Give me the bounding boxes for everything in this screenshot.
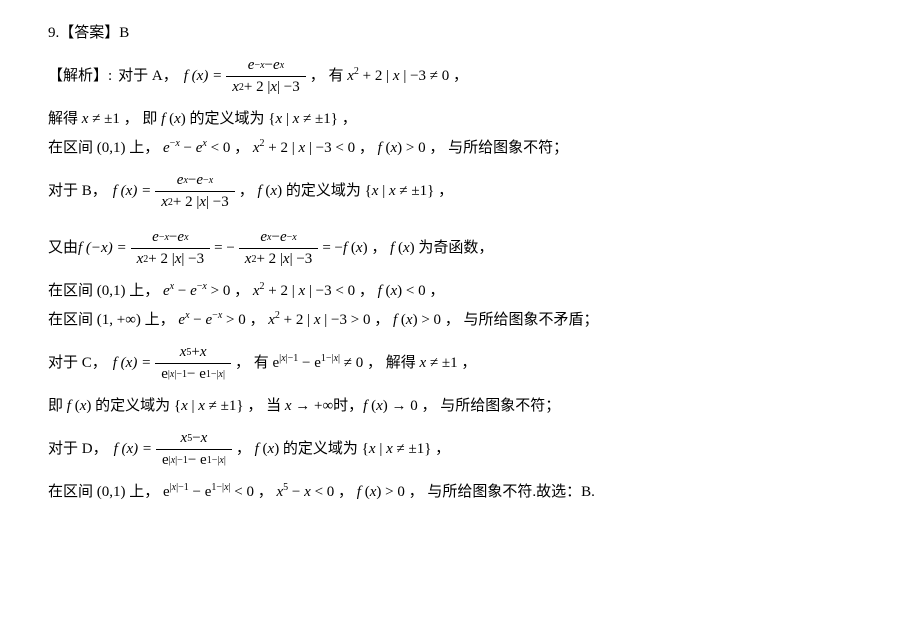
opt-C-label: 对于 C， <box>48 356 107 371</box>
frac-B-neg-right: ex − e−x x2 + 2 | x | −3 <box>239 227 319 270</box>
line-B-int1: 在区间 (0,1) 上， ex − e−x > 0 ， x2 + 2 | x |… <box>48 284 857 299</box>
answer-label: 【答案】 <box>59 26 119 41</box>
solution-page: 9. 【答案】 B 【解析】: 对于 A， f (x) = e−x − ex x… <box>0 0 905 526</box>
line-C2: 即 f (x) 的定义域为 {x | x ≠ ±1} ， 当 x → +∞时，f… <box>48 399 857 414</box>
line-B-odd: 又由 f (−x) = e−x − ex x2 + 2 | x | −3 = −… <box>48 227 857 270</box>
line-D2: 在区间 (0,1) 上， e|x|−1 − e1−|x| < 0 ， x5 − … <box>48 485 857 500</box>
line-A3: 在区间 (0,1) 上， e−x − ex < 0 ， x2 + 2 | x |… <box>48 141 857 156</box>
opt-B-label: 对于 B， <box>48 184 107 199</box>
frac-A: e−x − ex x2 + 2 | x | −3 <box>226 55 306 98</box>
fx-eq: f (x) = <box>184 69 222 84</box>
frac-D: x5 − x e|x|−1 − e1−|x| <box>156 428 232 471</box>
analysis-line-D: 对于 D， f (x) = x5 − x e|x|−1 − e1−|x| ， f… <box>48 428 857 471</box>
answer-line: 9. 【答案】 B <box>48 26 857 41</box>
B-odd-prefix: 又由 <box>48 241 78 256</box>
frac-C: x5 + x e|x|−1 − e1−|x| <box>155 342 231 385</box>
opt-D-label: 对于 D， <box>48 442 108 457</box>
B-int1-text: 在区间 (0,1) 上， ex − e−x > 0 ， x2 + 2 | x |… <box>48 284 444 299</box>
frac-B-neg-left: e−x − ex x2 + 2 | x | −3 <box>131 227 211 270</box>
D-tail: ， f (x) 的定义域为 {x | x ≠ ±1} ， <box>236 442 450 457</box>
C-tail: ， 有 e|x|−1 − e1−|x| ≠ 0 ， 解得 x ≠ ±1 ， <box>235 356 476 371</box>
fnegx-eq: f (−x) = <box>78 241 127 256</box>
frac-B: ex − e−x x2 + 2 | x | −3 <box>155 170 235 213</box>
opt-A-label: 对于 A， <box>118 69 178 84</box>
B-int2-text: 在区间 (1, +∞) 上， ex − e−x > 0 ， x2 + 2 | x… <box>48 313 599 328</box>
line-B-int2: 在区间 (1, +∞) 上， ex − e−x > 0 ， x2 + 2 | x… <box>48 313 857 328</box>
analysis-label: 【解析】: <box>48 69 112 84</box>
question-number: 9. <box>48 26 59 41</box>
fx-eq-D: f (x) = <box>114 442 152 457</box>
A-tail: ， 有 x2 + 2 | x | −3 ≠ 0 ， <box>310 69 468 84</box>
B-odd-mid: = − <box>214 241 235 256</box>
B-odd-tail: = −f (x) ， f (x) 为奇函数， <box>322 241 493 256</box>
line-A2: 解得 x ≠ ±1 ， 即 f (x) 的定义域为 {x | x ≠ ±1} ， <box>48 112 857 127</box>
fx-eq-C: f (x) = <box>113 356 151 371</box>
C-line2-text: 即 f (x) 的定义域为 {x | x ≠ ±1} ， 当 x → +∞时，f… <box>48 399 560 414</box>
answer-value: B <box>119 26 129 41</box>
analysis-line-C: 对于 C， f (x) = x5 + x e|x|−1 − e1−|x| ， 有… <box>48 342 857 385</box>
fx-eq-B: f (x) = <box>113 184 151 199</box>
analysis-line-A: 【解析】: 对于 A， f (x) = e−x − ex x2 + 2 | x … <box>48 55 857 98</box>
D-line2-text: 在区间 (0,1) 上， e|x|−1 − e1−|x| < 0 ， x5 − … <box>48 485 595 500</box>
line-A3-text: 在区间 (0,1) 上， e−x − ex < 0 ， x2 + 2 | x |… <box>48 141 568 156</box>
line-A2-text: 解得 x ≠ ±1 ， 即 f (x) 的定义域为 {x | x ≠ ±1} ， <box>48 112 357 127</box>
B-tail: ， f (x) 的定义域为 {x | x ≠ ±1} ， <box>239 184 453 199</box>
analysis-line-B: 对于 B， f (x) = ex − e−x x2 + 2 | x | −3 ，… <box>48 170 857 213</box>
